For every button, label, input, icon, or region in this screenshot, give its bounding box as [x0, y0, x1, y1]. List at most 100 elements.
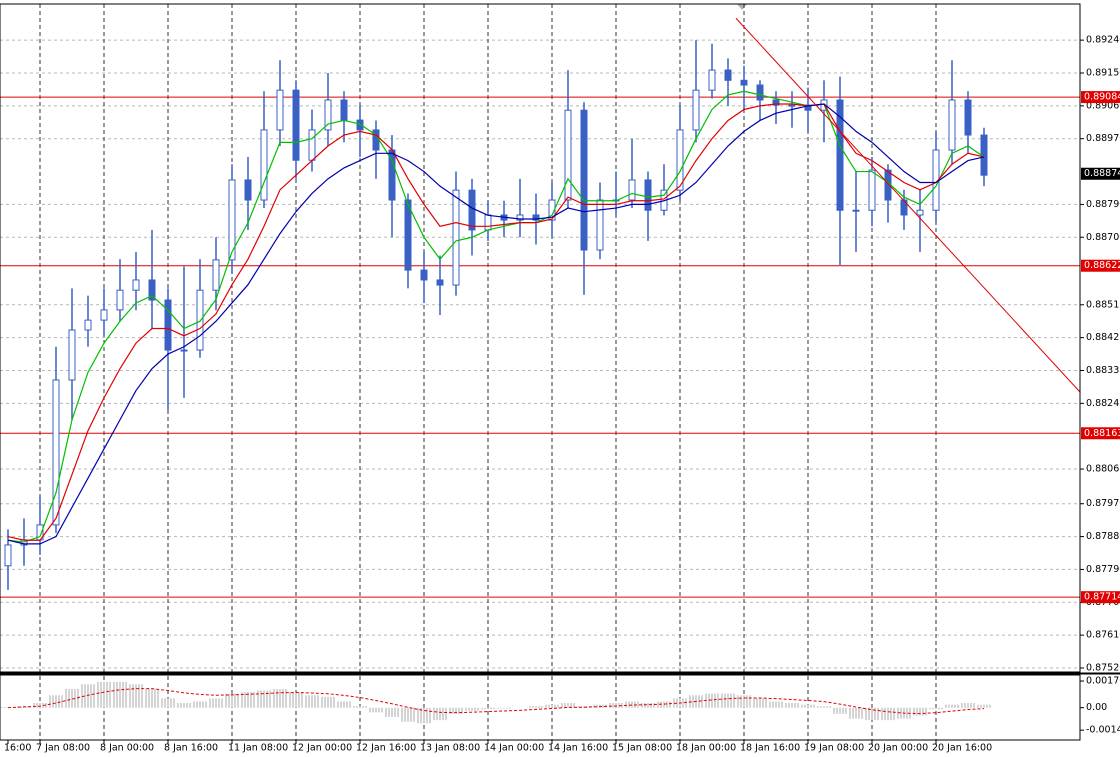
candle-body — [212, 259, 220, 291]
candle-body — [260, 129, 268, 201]
x-tick-label: 20 Jan 00:00 — [868, 743, 928, 754]
candle-body — [164, 299, 172, 351]
level-tag-label: 0.88622 — [1084, 260, 1120, 271]
candle-body — [580, 109, 588, 251]
candle-body — [4, 544, 12, 567]
candle-body — [244, 179, 252, 201]
candle-body — [804, 104, 812, 111]
y-tick-label: -0.00144 — [1086, 725, 1120, 736]
y-tick-label: 0.88425 — [1086, 332, 1120, 343]
candle-body — [68, 329, 76, 381]
candle-body — [708, 69, 716, 91]
x-tick-label: 13 Jan 08:00 — [420, 743, 480, 754]
candle-body — [916, 209, 924, 216]
x-tick-label: 18 Jan 00:00 — [676, 743, 736, 754]
y-tick-label: 0.88245 — [1086, 398, 1120, 409]
candle-body — [324, 99, 332, 131]
candle-body — [116, 289, 124, 311]
level-tag-label: 0.88163 — [1084, 428, 1120, 439]
candle-body — [196, 289, 204, 351]
x-tick-label: 11 Jan 08:00 — [228, 743, 288, 754]
candle-body — [84, 319, 92, 331]
price-tag-label: 0.88874 — [1084, 168, 1120, 179]
candle-body — [452, 189, 460, 286]
candle-body — [596, 199, 604, 251]
level-tag-label: 0.87714 — [1084, 592, 1120, 603]
x-tick-label: 14 Jan 00:00 — [484, 743, 544, 754]
candle-body — [948, 99, 956, 151]
candle-body — [180, 349, 188, 352]
candle-body — [548, 199, 556, 221]
candle-body — [228, 179, 236, 261]
panel-frame — [0, 3, 1081, 673]
candle-body — [740, 79, 748, 86]
candle-body — [852, 209, 860, 212]
candle-body — [356, 119, 364, 131]
x-tick-label: 16:00 — [4, 743, 31, 754]
candle-body — [964, 99, 972, 136]
trend-line — [735, 17, 1081, 393]
candle-body — [340, 99, 348, 121]
candle-body — [836, 99, 844, 211]
x-tick-label: 14 Jan 16:00 — [548, 743, 608, 754]
y-tick-label: 0.00 — [1086, 702, 1107, 713]
candle-body — [468, 189, 476, 231]
level-tag-label: 0.89084 — [1084, 92, 1120, 103]
candle-body — [900, 199, 908, 216]
y-tick-label: 0.001708 — [1086, 676, 1120, 687]
candle-body — [756, 84, 764, 101]
signal-line — [7, 688, 985, 715]
candle-body — [644, 179, 652, 211]
candle-body — [788, 104, 796, 107]
candle-body — [420, 269, 428, 281]
candle-body — [564, 109, 572, 201]
price-tag — [1081, 167, 1120, 180]
level-tag — [1081, 591, 1120, 604]
candle-body — [692, 89, 700, 131]
candle-body — [772, 99, 780, 106]
x-tick-label: 8 Jan 00:00 — [100, 743, 154, 754]
y-tick-label: 0.88515 — [1086, 299, 1120, 310]
candle-body — [436, 279, 444, 286]
panel-frame — [0, 674, 1081, 741]
x-tick-label: 15 Jan 08:00 — [612, 743, 672, 754]
moving-average — [7, 103, 985, 545]
candle-body — [132, 279, 140, 291]
candle-body — [628, 179, 636, 201]
y-tick-label: 0.87520 — [1086, 662, 1120, 673]
candle-body — [148, 279, 156, 301]
candle-body — [516, 214, 524, 221]
candle-body — [532, 214, 540, 221]
x-tick-label: 12 Jan 00:00 — [292, 743, 352, 754]
candle-body — [276, 89, 284, 131]
candle-body — [308, 129, 316, 161]
level-tag — [1081, 259, 1120, 272]
candle-body — [100, 309, 108, 321]
x-tick-label: 7 Jan 08:00 — [36, 743, 90, 754]
x-tick-label: 18 Jan 16:00 — [740, 743, 800, 754]
level-tag — [1081, 91, 1120, 104]
candle-body — [676, 129, 684, 191]
candle-body — [292, 89, 300, 161]
candle-body — [404, 199, 412, 271]
x-tick-label: 20 Jan 16:00 — [932, 743, 992, 754]
y-tick-label: 0.88335 — [1086, 365, 1120, 376]
x-tick-label: 19 Jan 08:00 — [804, 743, 864, 754]
candle-body — [484, 214, 492, 231]
candle-body — [724, 69, 732, 81]
x-tick-label: 12 Jan 16:00 — [356, 743, 416, 754]
level-tag — [1081, 427, 1120, 440]
candle-body — [868, 169, 876, 211]
candle-body — [52, 379, 60, 526]
